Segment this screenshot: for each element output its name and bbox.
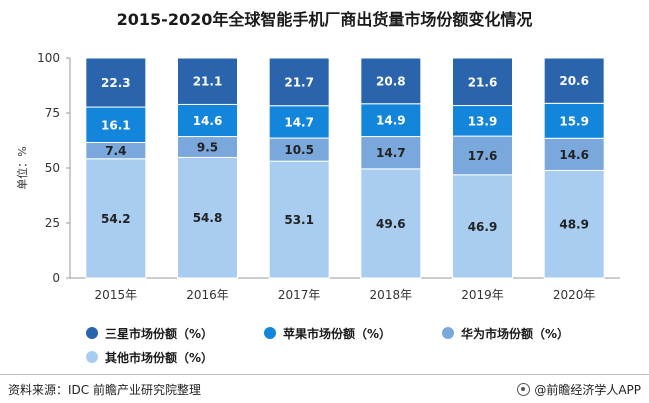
legend-label: 三星市场份额（%） [105,326,214,341]
bar-segment [268,57,330,107]
y-tick-label: 75 [45,106,60,120]
data-label: 13.9 [468,114,498,128]
bar-segment [543,57,605,104]
bar-segment [360,57,422,105]
footer-brand: @前瞻经济学人APP [517,381,641,398]
data-label: 9.5 [197,140,218,154]
y-tick-label: 25 [45,216,60,230]
data-label: 7.4 [105,144,126,158]
legend-item: 华为市场份额（%） [442,324,620,342]
legend-swatch [86,327,98,339]
y-tick-label: 50 [45,161,60,175]
bar-segment [452,105,513,137]
data-label: 54.8 [193,211,223,225]
legend-item: 其他市场份额（%） [86,348,264,366]
legend-label: 华为市场份额（%） [461,326,570,341]
legend-item: 苹果市场份额（%） [264,324,442,342]
data-label: 17.6 [468,149,498,163]
x-tick-label: 2018年 [370,288,413,302]
data-label: 21.7 [284,75,314,89]
bar-segment [360,168,422,279]
bar-segment [177,156,238,279]
data-label: 14.7 [284,115,314,129]
data-label: 16.1 [101,118,131,132]
data-label: 22.3 [101,76,131,90]
bar-segment [268,105,330,139]
stacked-bar-chart: 0 25 50 75 100 单位：% 2015年 2016年 2017年 2018年 2019年 2… [15,51,620,302]
footer-source: 资料来源：IDC 前瞻产业研究院整理 [8,383,201,397]
data-label: 48.9 [559,218,589,232]
bar-segment [85,57,147,108]
legend-swatch [264,327,276,339]
legend-label: 其他市场份额（%） [105,350,214,365]
data-label: 54.2 [101,212,131,226]
bar-segment [177,57,238,105]
x-tick-label: 2017年 [278,288,321,302]
x-tick-label: 2020年 [553,288,596,302]
y-axis-label: 单位：% [15,146,29,189]
bar-segment [543,169,605,279]
bar-segment [85,106,147,143]
footer-brand-label: @前瞻经济学人APP [534,383,641,397]
bar-segment [452,135,513,176]
data-label: 10.5 [284,143,314,157]
x-tick-label: 2019年 [461,288,504,302]
legend-swatch [86,351,98,363]
data-label: 14.6 [193,114,223,128]
y-tick-label: 0 [52,271,60,285]
footer-divider [0,374,649,375]
legend-label: 苹果市场份额（%） [283,326,392,341]
data-label: 14.7 [376,146,406,160]
data-label: 53.1 [284,213,314,227]
data-label: 21.6 [468,75,498,89]
data-label: 14.6 [559,148,589,162]
bar-segment [452,57,513,107]
data-label: 14.9 [376,114,406,128]
legend-swatch [442,327,454,339]
chart-legend: 三星市场份额（%） 苹果市场份额（%） 华为市场份额（%） 其他市场份额（%） [86,324,606,366]
legend-item: 三星市场份额（%） [86,324,264,342]
data-label: 49.6 [376,217,406,231]
x-tick-label: 2015年 [95,288,138,302]
chart-bars: 54.2 7.4 16.1 22.3 54.8 9.5 14.6 21.1 53.1 10.5 14… [85,57,605,279]
x-tick-label: 2016年 [186,288,229,302]
bar-segment [452,174,513,279]
bar-segment [268,160,330,279]
data-label: 15.9 [559,114,589,128]
y-tick-label: 100 [37,51,60,65]
bar-segment [85,158,147,279]
bar-segment [360,103,422,138]
chart-axes: 0 25 50 75 100 单位：% 2015年 2016年 2017年 2018年 2019年 2… [15,51,620,302]
data-label: 46.9 [468,220,498,234]
data-label: 20.6 [559,74,589,88]
chart-title: 2015-2020年全球智能手机厂商出货量市场份额变化情况 [116,10,533,29]
bar-segment [177,103,238,138]
data-label: 20.8 [376,74,406,88]
brand-icon [517,383,531,396]
bar-segment [543,137,605,171]
data-label: 21.1 [193,75,223,89]
